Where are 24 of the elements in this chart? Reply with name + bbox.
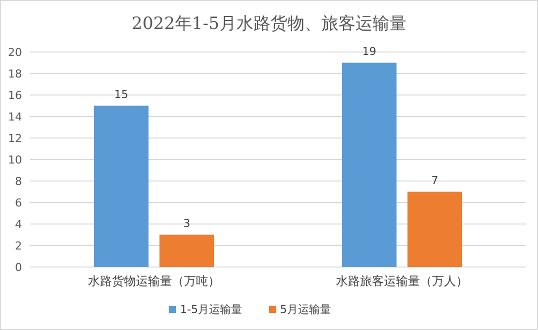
y-tick-label: 8 bbox=[15, 175, 22, 188]
bar bbox=[94, 106, 149, 267]
legend-label: 1-5月运输量 bbox=[180, 303, 242, 316]
data-label: 15 bbox=[114, 88, 128, 101]
y-tick-label: 20 bbox=[8, 46, 22, 59]
data-label: 7 bbox=[431, 174, 438, 187]
y-tick-label: 10 bbox=[8, 154, 22, 166]
y-tick-label: 2 bbox=[15, 240, 22, 252]
y-tick-label: 12 bbox=[8, 132, 22, 145]
bar bbox=[342, 62, 397, 267]
x-tick-label: 水路旅客运输量（万人） bbox=[336, 274, 468, 288]
bar bbox=[159, 234, 214, 267]
legend-label: 5月运输量 bbox=[280, 303, 331, 316]
y-tick-label: 16 bbox=[8, 89, 22, 102]
x-tick-label: 水路货物运输量（万吨） bbox=[88, 274, 220, 288]
data-label: 3 bbox=[183, 216, 190, 230]
y-tick-label: 6 bbox=[15, 196, 22, 210]
y-tick-label: 4 bbox=[15, 218, 22, 231]
y-tick-label: 14 bbox=[8, 110, 22, 124]
chart-title: 2022年1-5月水路货物、旅客运输量 bbox=[132, 14, 406, 34]
y-tick-label: 0 bbox=[15, 261, 22, 274]
y-tick-label: 18 bbox=[8, 68, 22, 80]
bar bbox=[407, 192, 462, 267]
data-label: 19 bbox=[362, 44, 376, 58]
